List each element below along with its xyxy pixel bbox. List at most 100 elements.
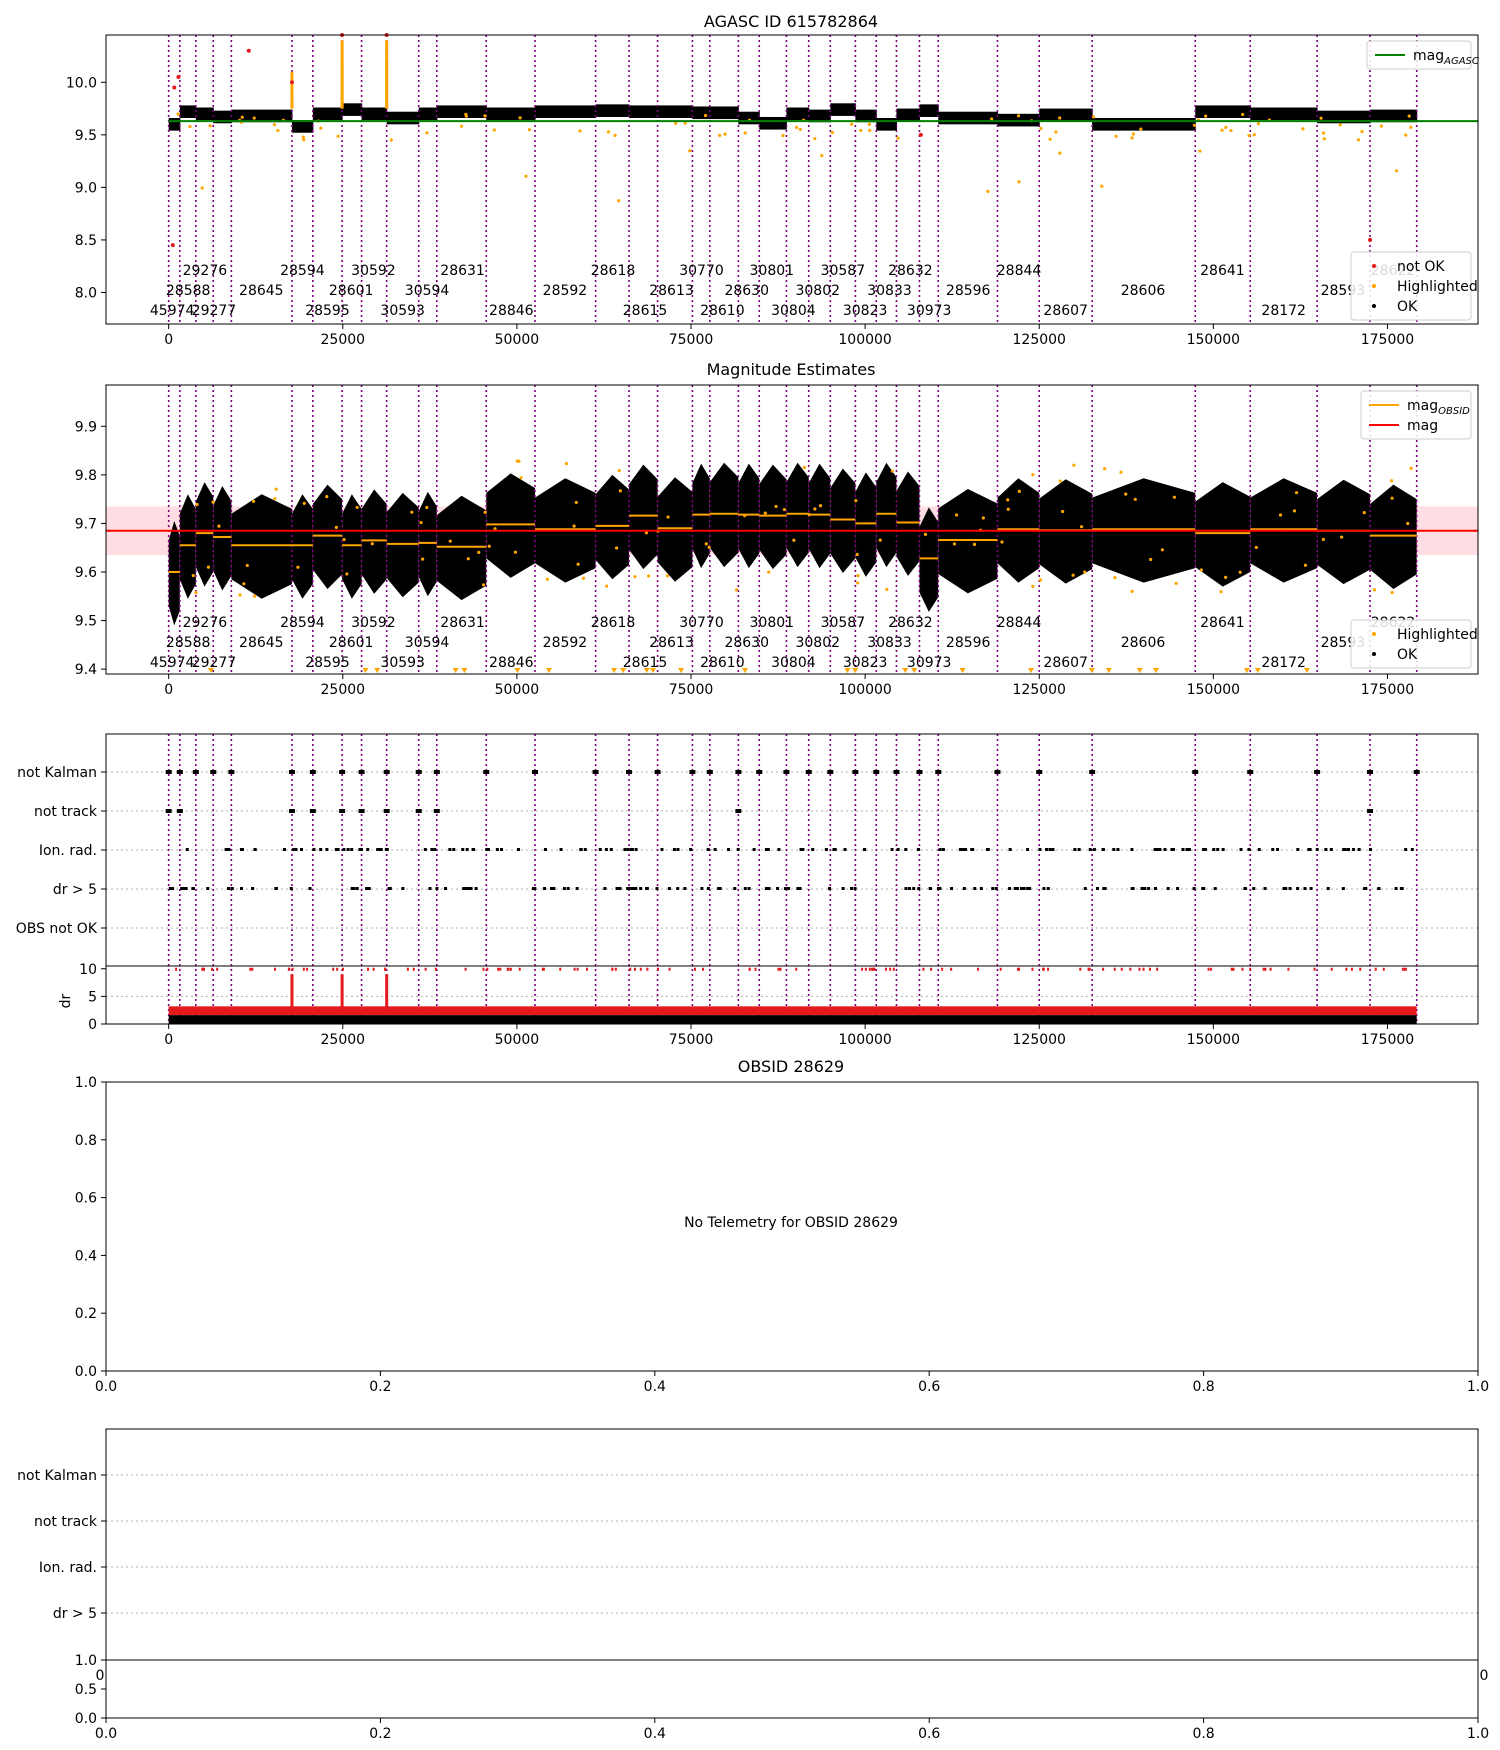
agasc-axes: 0 25000 50000 75000 100000 125000 150000 175000… [66, 34, 1479, 348]
highlighted-point [1409, 466, 1413, 470]
obsid-label: 30802 [795, 283, 840, 299]
highlighted-point [1394, 169, 1399, 173]
obsid-label: 28615 [623, 303, 668, 319]
highlighted-point [252, 594, 257, 598]
highlighted-point [704, 542, 708, 546]
dr-gt-5-mark [184, 887, 188, 890]
highlighted-point [200, 186, 204, 190]
highlighted-point [1204, 114, 1208, 118]
dr-gt-5-mark [1147, 887, 1151, 890]
dr-high-point [1138, 967, 1141, 971]
highlighted-point [519, 476, 523, 480]
estimates-x-tick-label: 50000 [495, 682, 540, 698]
obsid-label: 28632 [888, 615, 933, 631]
dr-high-point [412, 967, 415, 971]
dr-high-point [1403, 967, 1406, 971]
not-kalman-mark [192, 770, 199, 774]
highlighted-point [1149, 557, 1153, 562]
clipped-marker [452, 668, 459, 673]
obsid-label: 30594 [405, 283, 450, 299]
dr-gt-5-mark [783, 887, 787, 890]
ion-rad-mark [609, 848, 613, 851]
dr-high-point [871, 967, 874, 971]
clipped-marker [514, 668, 521, 673]
ok-band-segment [1039, 108, 1093, 122]
ion-rad-mark [471, 848, 475, 851]
obsid-label: 28846 [489, 303, 534, 319]
highlighted-point [240, 115, 244, 119]
dr-high-point [302, 967, 305, 971]
ion-rad-mark [1112, 848, 1116, 851]
dr-gt-5-mark [435, 887, 439, 890]
highlighted-point [334, 525, 338, 529]
highlighted-point [1139, 127, 1143, 131]
dr-high-point [274, 967, 277, 971]
flags-upper-frame [105, 1428, 1479, 1661]
ion-rad-mark [629, 848, 633, 851]
highlighted-point [1130, 589, 1134, 593]
obsid-label: 29277 [192, 303, 237, 319]
dr-gt-5-mark [733, 887, 737, 890]
ion-rad-mark [294, 848, 298, 851]
dr-gt-5-mark [1394, 887, 1398, 890]
highlighted-point [1256, 122, 1261, 126]
ok-band-segment [418, 491, 437, 597]
ion-rad-mark [461, 848, 465, 851]
dr-high-point [941, 967, 944, 971]
highlighted-point [302, 138, 306, 142]
highlighted-point [1017, 489, 1021, 494]
ion-rad-mark [1271, 848, 1275, 851]
highlighted-point [1131, 132, 1135, 136]
highlighted-point [1319, 116, 1323, 120]
highlighted-point [564, 462, 569, 466]
dr-gt-5-mark [639, 887, 643, 890]
dr-gt-5-mark [274, 887, 278, 890]
dr-high-point [1113, 967, 1116, 971]
ion-rad-mark [1329, 848, 1333, 851]
dr-high-point [341, 967, 344, 971]
ion-rad-mark [1130, 848, 1134, 851]
dr-gt-5-mark [474, 887, 478, 890]
highlighted-point [1160, 548, 1164, 552]
ion-rad-mark [713, 848, 717, 851]
highlighted-point [683, 121, 687, 125]
agasc-y-tick-label: 10.0 [66, 75, 97, 91]
ok-band-segment [486, 107, 536, 121]
flags-axes: not Kalman not track Ion. rad. dr > 5 OBS no… [16, 733, 1479, 1048]
highlighted-point [1061, 509, 1065, 514]
dr-high-point [754, 967, 757, 971]
highlighted-point [355, 505, 359, 510]
ok-band-segment [342, 103, 363, 116]
ion-rad-mark [300, 848, 304, 851]
not-kalman-mark [339, 770, 346, 774]
highlighted-point [1113, 576, 1117, 580]
highlighted-point [1083, 570, 1087, 574]
dr-gt-5-mark [355, 887, 359, 890]
highlighted-point [674, 121, 678, 125]
dr-high-point [384, 967, 387, 971]
ion-rad-mark [863, 848, 867, 851]
dr-high-point [611, 967, 614, 971]
ion-rad-mark [598, 848, 602, 851]
highlighted-point [251, 499, 256, 503]
ok-band-segment [830, 468, 856, 573]
dr-high-point [777, 967, 780, 971]
estimates-x-tick-label: 125000 [1013, 682, 1066, 698]
dr-gt-5-mark [1046, 887, 1050, 890]
obsid-label: 30587 [821, 263, 866, 279]
highlighted-point [1058, 151, 1062, 155]
dr-high-point [216, 967, 219, 971]
dr-high-point [434, 967, 437, 971]
clipped-marker [678, 668, 685, 673]
obsid-label: 28607 [1043, 303, 1088, 319]
agasc-legend-bottom-frame [1350, 251, 1472, 321]
agasc-y-tick-label: 8.5 [75, 233, 97, 249]
dr-points [168, 967, 1417, 1024]
highlighted-point [517, 459, 521, 463]
dr-high-point [559, 967, 562, 971]
not-kalman-mark [873, 770, 880, 774]
obsid-label: 30801 [750, 615, 795, 631]
obsid-label: 30802 [795, 635, 840, 651]
highlighted-point [483, 114, 487, 118]
dr-gt-5-mark [850, 887, 854, 890]
